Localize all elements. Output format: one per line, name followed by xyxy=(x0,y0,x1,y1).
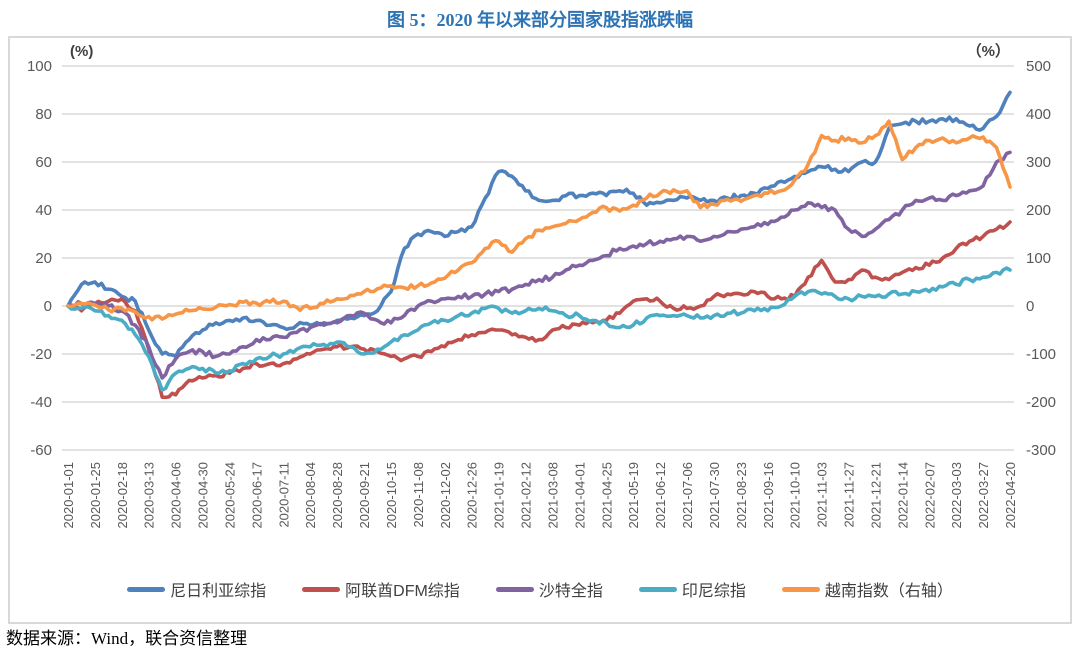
right-axis-tick-label: 300 xyxy=(1026,154,1051,171)
right-axis-tick-label: -300 xyxy=(1026,442,1056,459)
legend-label: 沙特全指 xyxy=(538,583,603,600)
series-line xyxy=(66,90,1012,359)
x-axis-tick-label: 2020-01-25 xyxy=(88,462,103,529)
x-axis-tick-label: 2020-05-24 xyxy=(222,462,237,529)
x-axis-tick-label: 2021-12-21 xyxy=(868,462,883,529)
legend-label: 越南指数（右轴） xyxy=(824,583,953,600)
x-axis-tick-label: 2021-04-25 xyxy=(599,462,614,529)
series-line xyxy=(66,150,1012,380)
x-axis-tick-label: 2020-08-28 xyxy=(330,462,345,529)
legend-item: 阿联酋DFM综指 xyxy=(302,577,460,601)
legend-swatch-icon xyxy=(781,586,820,592)
left-axis-tick-label: -40 xyxy=(30,394,52,411)
legend: 尼日利亚综指 阿联酋DFM综指 沙特全指 印尼综指 越南指数（右轴） xyxy=(10,572,1070,606)
x-axis-tick-label: 2021-09-16 xyxy=(761,462,776,529)
x-axis-tick-label: 2020-09-21 xyxy=(357,462,372,529)
x-axis-tick-label: 2022-03-03 xyxy=(949,462,964,529)
legend-item: 越南指数（右轴） xyxy=(781,577,953,601)
x-axis-tick-label: 2022-01-14 xyxy=(895,462,910,529)
right-axis-unit-label: （%） xyxy=(967,42,1010,60)
chart-canvas: 100 500 80 400 60 300 40 200 20 100 0 0 -20 -100 -40 -2… xyxy=(27,42,1056,529)
legend-item: 印尼综指 xyxy=(638,577,746,601)
x-axis-tick-label: 2021-06-12 xyxy=(653,462,668,529)
left-axis-tick-label: 40 xyxy=(35,202,52,219)
right-axis-tick-label: -100 xyxy=(1026,346,1056,363)
right-axis-tick-label: 0 xyxy=(1026,298,1034,315)
left-axis-tick-label: 80 xyxy=(35,106,52,123)
right-axis-tick-label: 500 xyxy=(1026,58,1051,75)
x-axis-tick-label: 2021-03-08 xyxy=(545,462,560,529)
legend-swatch-icon xyxy=(302,586,341,592)
x-axis-tick-label: 2021-05-19 xyxy=(626,462,641,529)
chart-frame: 100 500 80 400 60 300 40 200 20 100 0 0 -20 -100 -40 -2… xyxy=(8,36,1072,624)
data-source: 数据来源：Wind，联合资信整理 xyxy=(6,629,248,648)
left-axis-tick-label: -60 xyxy=(30,442,52,459)
legend-label: 尼日利亚综指 xyxy=(170,583,267,600)
x-axis-tick-label: 2020-04-30 xyxy=(196,462,211,529)
right-axis-tick-label: -200 xyxy=(1026,394,1056,411)
x-axis-tick-label: 2021-02-12 xyxy=(519,462,534,529)
x-axis-tick-label: 2021-11-27 xyxy=(842,462,857,528)
x-axis-tick-label: 2021-04-01 xyxy=(572,462,587,529)
legend-swatch-icon xyxy=(127,586,166,592)
x-axis-tick-label: 2020-04-06 xyxy=(169,462,184,529)
left-axis-tick-label: 20 xyxy=(35,250,52,267)
x-axis-tick-label: 2020-12-26 xyxy=(465,462,480,529)
x-axis-tick-label: 2022-03-27 xyxy=(976,462,991,529)
figure-title: 图 5：2020 年以来部分国家股指涨跌幅 xyxy=(387,10,693,30)
left-axis-tick-label: -20 xyxy=(30,346,52,363)
legend-label: 阿联酋DFM综指 xyxy=(345,583,460,600)
x-axis-tick-label: 2020-01-01 xyxy=(61,462,76,529)
left-axis-tick-label: 100 xyxy=(27,58,52,75)
x-axis-tick-label: 2021-08-23 xyxy=(734,462,749,529)
legend-label: 印尼综指 xyxy=(681,583,746,600)
x-axis-tick-label: 2021-10-10 xyxy=(788,462,803,529)
left-axis-tick-label: 60 xyxy=(35,154,52,171)
x-axis-tick-label: 2020-08-04 xyxy=(303,462,318,529)
left-axis-unit-label: (%) xyxy=(70,43,93,60)
x-axis-tick-label: 2020-06-17 xyxy=(249,462,264,529)
legend-swatch-icon xyxy=(638,586,677,592)
legend-swatch-icon xyxy=(495,586,534,592)
x-axis-tick-label: 2020-03-13 xyxy=(142,462,157,529)
x-axis-tick-label: 2022-04-20 xyxy=(1003,462,1018,529)
x-axis-tick-label: 2020-07-11 xyxy=(276,462,291,528)
left-axis-tick-label: 0 xyxy=(44,298,52,315)
right-axis-tick-label: 400 xyxy=(1026,106,1051,123)
x-axis-tick-label: 2022-02-07 xyxy=(922,462,937,529)
x-axis-tick-label: 2020-12-02 xyxy=(438,462,453,529)
legend-item: 尼日利亚综指 xyxy=(127,577,266,601)
legend-item: 沙特全指 xyxy=(495,577,603,601)
series-line xyxy=(66,266,1012,392)
x-axis-tick-label: 2021-11-03 xyxy=(815,462,830,528)
x-axis-tick-label: 2021-07-06 xyxy=(680,462,695,529)
x-axis-tick-label: 2020-11-08 xyxy=(411,462,426,528)
series-line xyxy=(66,119,1012,322)
x-axis-tick-label: 2021-01-19 xyxy=(492,462,507,529)
x-axis-tick-label: 2021-07-30 xyxy=(707,462,722,529)
x-axis-tick-label: 2020-02-18 xyxy=(115,462,130,529)
x-axis-tick-label: 2020-10-15 xyxy=(384,462,399,529)
right-axis-tick-label: 200 xyxy=(1026,202,1051,219)
right-axis-tick-label: 100 xyxy=(1026,250,1051,267)
